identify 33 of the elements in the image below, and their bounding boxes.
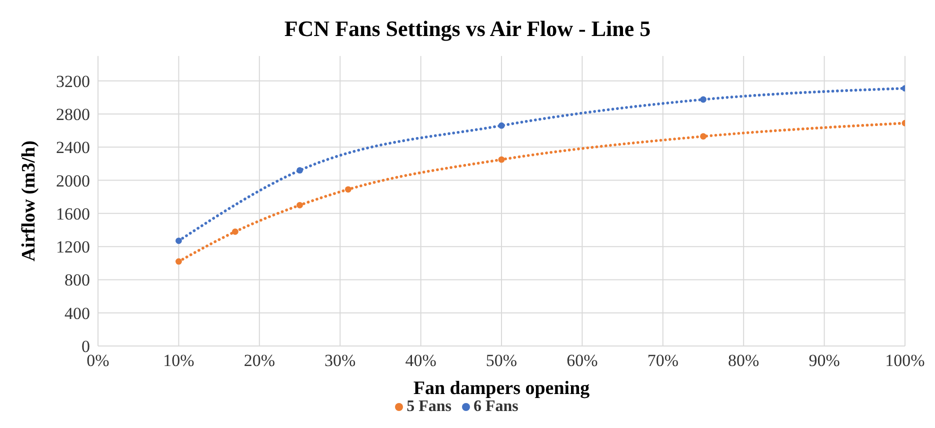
x-tick-label: 30% [324,351,356,370]
point [176,238,182,244]
legend-label: 5 Fans [406,398,452,415]
y-tick-label: 2000 [56,171,90,190]
point [296,167,303,174]
chart-title: FCN Fans Settings vs Air Flow - Line 5 [283,15,652,43]
y-tick-label: 400 [64,304,90,323]
point [700,133,706,140]
legend-label: 6 Fans [474,398,518,415]
y-tick-label: 2800 [56,105,90,124]
y-tick-label: 1600 [56,204,90,224]
y-tick-label: 1200 [56,238,90,257]
point [176,258,182,265]
y-tick-label: 800 [64,270,90,290]
point [296,202,303,208]
x-tick-label: 100% [885,351,925,370]
y-tick-label: 3200 [56,72,90,91]
point [344,186,352,193]
y-axis-title: Airflow (m3/h) [18,140,40,262]
x-tick-label: 70% [647,351,678,370]
point [700,96,706,103]
x-tick-label: 50% [486,351,518,370]
x-tick-label: 80% [728,351,760,370]
x-tick-label: 90% [808,351,840,370]
point [232,228,238,235]
x-tick-label: 10% [163,351,194,370]
x-tick-label: 40% [405,351,436,370]
x-tick-label: 20% [244,351,275,370]
point [498,122,505,129]
x-tick-label: 60% [566,351,598,370]
x-axis-title: Fan dampers opening [413,378,590,399]
y-tick-label: 2400 [56,138,90,158]
point [498,156,505,163]
